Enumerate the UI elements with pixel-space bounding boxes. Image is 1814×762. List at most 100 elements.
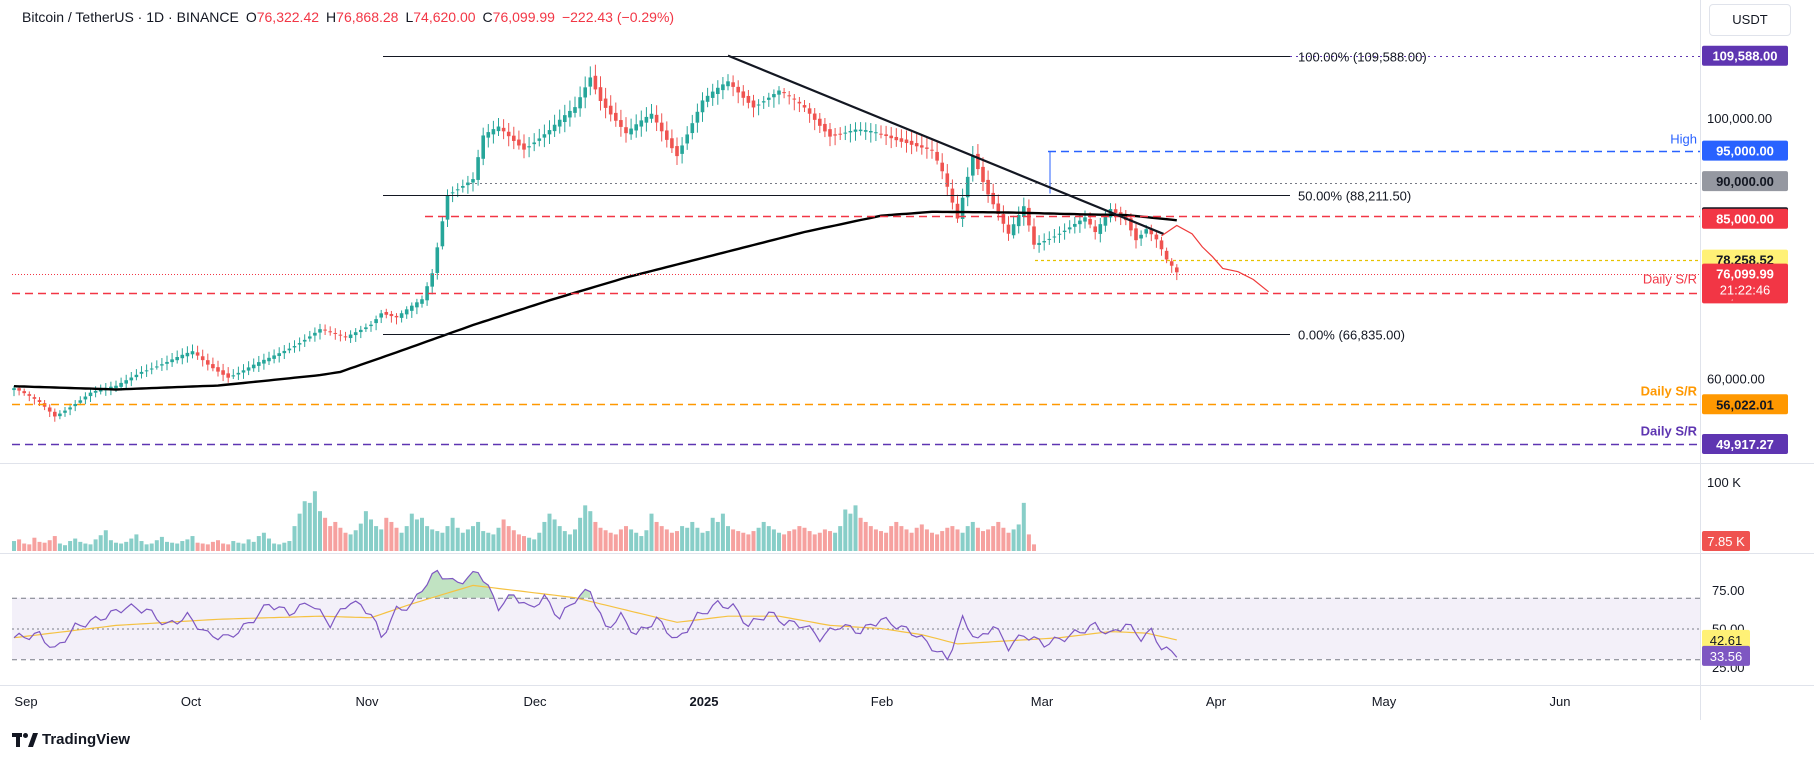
- low-value: 74,620.00: [413, 9, 476, 25]
- candle-body: [981, 166, 985, 182]
- volume-bar: [134, 534, 139, 551]
- price-label-box: [1702, 140, 1788, 161]
- candle-body: [848, 131, 853, 133]
- candle-body: [420, 299, 424, 304]
- volume-bar: [838, 526, 843, 551]
- candle-body: [1032, 226, 1036, 245]
- candle-body: [527, 146, 531, 148]
- candle-body: [767, 97, 771, 100]
- volume-bar: [731, 529, 736, 551]
- volume-bar: [210, 541, 215, 551]
- time-tick: Sep: [14, 694, 37, 709]
- rsi-overbought-fill: [508, 594, 514, 598]
- volume-bar: [797, 526, 802, 551]
- candle-body: [537, 138, 542, 141]
- candle-body: [552, 124, 557, 132]
- volume-bar: [899, 526, 904, 551]
- candle-body: [389, 313, 394, 317]
- candle-body: [909, 140, 914, 145]
- volume-bar: [1001, 527, 1006, 551]
- volume-bar: [511, 530, 516, 551]
- price-label-daily-sr-orange: 56,022.01: [1716, 397, 1774, 412]
- candle-body: [920, 145, 924, 148]
- volume-bar: [42, 542, 47, 551]
- candle-body: [430, 273, 434, 287]
- candle-body: [583, 87, 587, 98]
- currency-button[interactable]: USDT: [1709, 4, 1791, 36]
- candle-body: [889, 135, 893, 139]
- volume-bar: [103, 530, 108, 551]
- candle-body: [471, 179, 475, 183]
- candle-body: [777, 90, 781, 95]
- candle-body: [1134, 228, 1138, 241]
- candle-body: [175, 356, 179, 361]
- volume-last-box: [1702, 531, 1750, 551]
- candle-body: [496, 126, 501, 132]
- candle-body: [1006, 224, 1011, 234]
- candle-body: [1154, 234, 1159, 240]
- volume-bar: [715, 521, 720, 551]
- candle-body: [593, 75, 598, 90]
- volume-bar: [246, 539, 251, 551]
- candle-body: [83, 396, 88, 400]
- candle-body: [925, 147, 929, 149]
- time-tick: Mar: [1031, 694, 1054, 709]
- candle-body: [231, 375, 236, 377]
- candle-body: [12, 388, 16, 391]
- volume-bar: [17, 539, 22, 551]
- candle-body: [1088, 218, 1092, 225]
- symbol-name[interactable]: Bitcoin / TetherUS: [22, 9, 134, 25]
- volume-bar: [664, 529, 669, 551]
- candle-body: [542, 134, 547, 138]
- candle-body: [858, 129, 863, 132]
- volume-bar: [450, 517, 455, 551]
- candle-body: [353, 332, 358, 336]
- volume-bar: [567, 534, 572, 551]
- price-label-daily-sr-purple: 49,917.27: [1716, 437, 1774, 452]
- volume-bar: [491, 534, 496, 551]
- candle-body: [1129, 218, 1133, 231]
- volume-bar: [593, 521, 598, 551]
- candle-body: [960, 197, 965, 219]
- volume-bar: [858, 517, 863, 551]
- candle-body: [731, 82, 735, 87]
- tradingview-logo[interactable]: TradingView: [12, 731, 130, 748]
- candle-body: [445, 194, 450, 220]
- fib-50-label: 50.00% (88,211.50): [1298, 189, 1411, 204]
- candle-body: [517, 139, 521, 146]
- candle-body: [685, 134, 689, 144]
- candle-body: [1073, 223, 1077, 227]
- candle-body: [914, 143, 919, 147]
- candle-body: [624, 127, 628, 134]
- candle-body: [1042, 241, 1046, 243]
- volume-bar: [843, 509, 848, 551]
- candle-body: [399, 313, 404, 318]
- price-label-box: [1702, 45, 1788, 66]
- candle-body: [670, 138, 674, 149]
- candle-body: [644, 116, 649, 123]
- candle-body: [792, 98, 797, 100]
- rsi-tick: 75.00: [1712, 583, 1745, 598]
- candle-body: [756, 104, 761, 106]
- candle-body: [88, 392, 93, 397]
- volume-bar: [557, 526, 562, 551]
- candle-body: [73, 403, 77, 407]
- interval[interactable]: 1D: [146, 9, 165, 25]
- volume-bar: [114, 542, 118, 551]
- time-tick: Oct: [181, 694, 202, 709]
- candle-body: [318, 329, 322, 333]
- candle-body: [935, 151, 939, 161]
- candle-body: [200, 356, 205, 361]
- candle-body: [195, 352, 200, 356]
- volume-bar: [63, 545, 67, 551]
- volume-bar: [817, 532, 822, 551]
- low-label: L: [405, 9, 414, 25]
- candle-body: [659, 122, 664, 132]
- volume-bar: [782, 534, 787, 551]
- candle-body: [598, 87, 603, 101]
- volume-bar: [312, 491, 317, 551]
- volume-bar: [333, 521, 338, 551]
- volume-bar: [986, 529, 991, 551]
- candle-body: [119, 382, 123, 387]
